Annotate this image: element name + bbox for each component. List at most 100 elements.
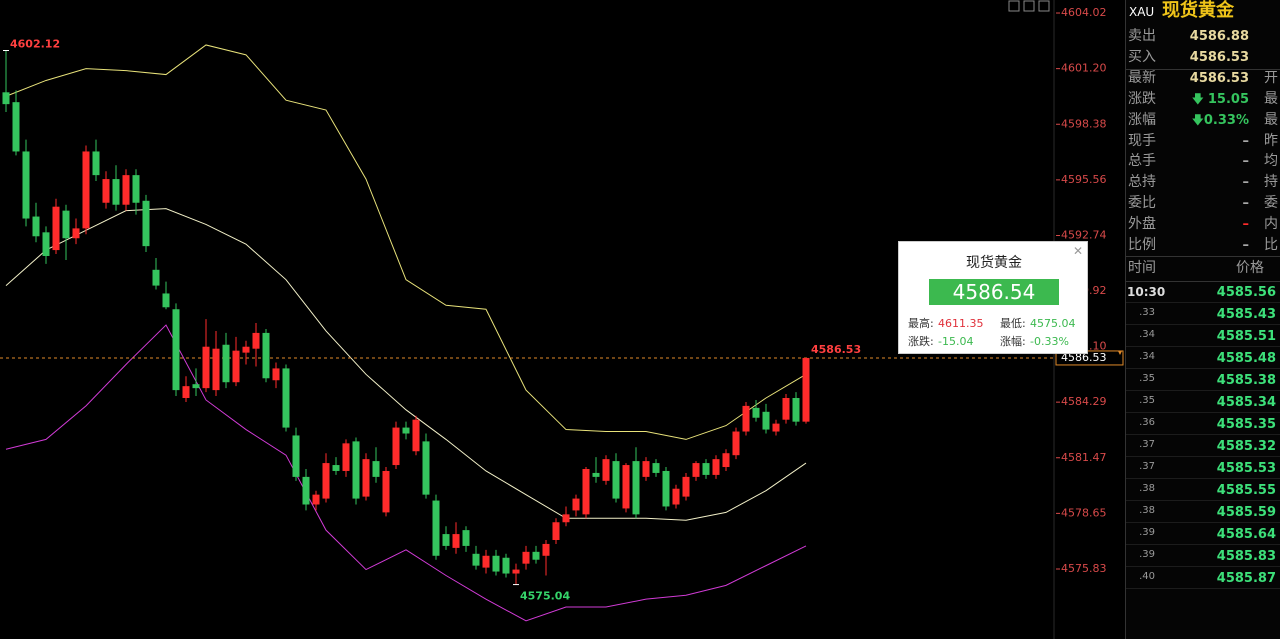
candle-body (482, 555, 490, 568)
candle (702, 459, 710, 479)
trade-price: 4585.53 (1216, 461, 1276, 476)
candle-body (582, 468, 590, 515)
candle-body (102, 179, 110, 203)
candle (372, 447, 380, 483)
candle-body (632, 461, 640, 515)
candle (82, 145, 90, 235)
candle-body (772, 423, 780, 432)
candle-body (472, 553, 480, 566)
icon[interactable] (1008, 0, 1020, 12)
trades-header: 时间 (1128, 260, 1156, 276)
row-side-label: 昨 (1264, 133, 1278, 149)
separator (1126, 281, 1280, 282)
candle-body (242, 346, 250, 353)
candle (672, 484, 680, 509)
candle (592, 457, 600, 483)
band-line (5, 208, 807, 521)
candle-body (42, 232, 50, 256)
icon[interactable] (1038, 0, 1050, 12)
row-value: – (1242, 175, 1250, 190)
candle (52, 198, 60, 255)
close-button[interactable]: ✕ (1072, 244, 1083, 258)
candle (72, 218, 80, 245)
candle (422, 433, 430, 499)
candle (642, 457, 650, 481)
row-label: 买入 (1128, 49, 1156, 65)
separator (1126, 302, 1280, 303)
row-label: 委比 (1128, 195, 1156, 211)
candle (652, 459, 660, 477)
candle-body (512, 569, 520, 574)
candle (752, 399, 760, 422)
candle (22, 139, 30, 227)
separator (1126, 256, 1280, 257)
row-value: – (1242, 196, 1250, 211)
candle (172, 303, 180, 397)
label: 最高: (908, 317, 934, 330)
separator (1126, 390, 1280, 391)
candle (762, 403, 770, 434)
separator (1126, 544, 1280, 545)
trade-price: 4585.64 (1216, 527, 1276, 542)
separator (1126, 478, 1280, 479)
candle-body (122, 175, 130, 205)
trade-time: .35 (1139, 373, 1155, 384)
candle (202, 319, 210, 393)
popup-title: 现货黄金 (966, 255, 1022, 271)
candle (252, 323, 260, 367)
candle (452, 522, 460, 554)
value: -15.04 (938, 335, 974, 348)
candle (582, 467, 590, 519)
candle-body (722, 453, 730, 468)
candle (142, 194, 150, 253)
quote-popup: 现货黄金 ✕ 4586.54 最高: 4611.35 最低: 4575.04 涨… (898, 241, 1088, 354)
candle-body (272, 368, 280, 381)
candle (482, 549, 490, 574)
candle-body (682, 476, 690, 497)
candle (192, 368, 200, 397)
candle (742, 401, 750, 436)
candle (472, 545, 480, 570)
candle-body (702, 463, 710, 475)
candle-body (232, 350, 240, 383)
candle (662, 467, 670, 511)
candle (242, 340, 250, 365)
value: 4575.04 (1030, 317, 1076, 330)
last-label: 4586.53 (811, 343, 861, 356)
candle (12, 90, 20, 156)
candle-body (302, 476, 310, 505)
candle-body (592, 472, 600, 477)
trade-price: 4585.87 (1216, 571, 1276, 586)
candle-body (72, 228, 80, 239)
candle-body (452, 534, 460, 548)
candle-body (502, 557, 510, 574)
candle-body (492, 555, 500, 572)
candle-body (742, 405, 750, 432)
instrument-name: 现货黄金 (1162, 0, 1234, 21)
candle-body (152, 269, 160, 286)
y-tick-label: 4604.02 (1061, 6, 1107, 19)
candle-body (752, 407, 760, 418)
candle (402, 421, 410, 440)
candle-body (462, 530, 470, 546)
candle-body (422, 441, 430, 495)
row-value: 4586.53 (1189, 50, 1249, 65)
candle-body (22, 151, 30, 219)
popup-price: 4586.54 (952, 280, 1036, 304)
candle (532, 545, 540, 564)
candle (122, 169, 130, 211)
candle (412, 415, 420, 456)
candle-body (262, 332, 270, 379)
candle (722, 449, 730, 471)
candle (732, 427, 740, 460)
toolbar-icons[interactable] (1008, 0, 1050, 12)
candle (2, 50, 10, 113)
trade-price: 4585.34 (1216, 395, 1276, 410)
candle-body (332, 465, 340, 471)
candle (132, 169, 140, 215)
icon[interactable] (1023, 0, 1035, 12)
candle-body (562, 514, 570, 523)
candle-body (762, 411, 770, 430)
candle (222, 332, 230, 389)
candle (232, 336, 240, 387)
